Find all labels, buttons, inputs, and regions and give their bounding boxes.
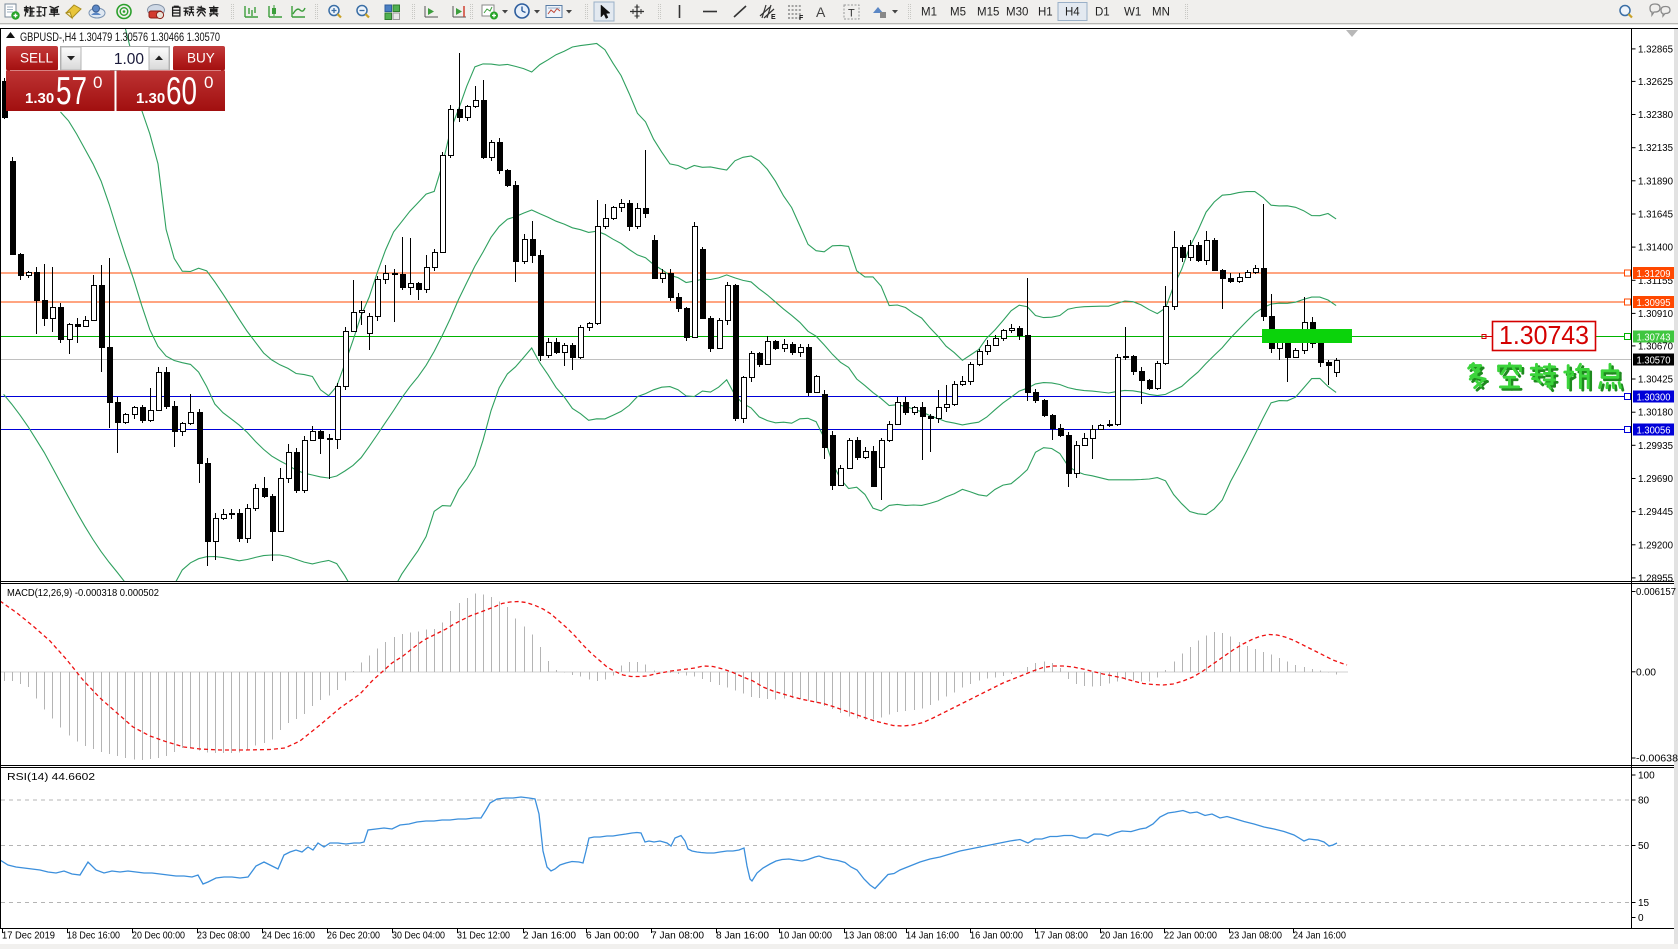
svg-text:SELL: SELL bbox=[20, 51, 54, 66]
svg-text:1.29690: 1.29690 bbox=[1638, 474, 1673, 485]
svg-text:1.30910: 1.30910 bbox=[1638, 309, 1673, 320]
svg-text:23 Jan 08:00: 23 Jan 08:00 bbox=[1229, 930, 1282, 942]
svg-text:1.30: 1.30 bbox=[25, 90, 54, 107]
svg-text:RSI(14) 44.6602: RSI(14) 44.6602 bbox=[7, 771, 95, 783]
svg-text:26 Dec 20:00: 26 Dec 20:00 bbox=[327, 930, 380, 942]
svg-text:M15: M15 bbox=[977, 7, 999, 19]
svg-text:20 Dec 00:00: 20 Dec 00:00 bbox=[132, 930, 185, 942]
svg-text:14 Jan 16:00: 14 Jan 16:00 bbox=[906, 930, 959, 942]
svg-text:0.006157: 0.006157 bbox=[1636, 587, 1676, 598]
svg-text:H1: H1 bbox=[1038, 7, 1053, 19]
svg-text:1.30425: 1.30425 bbox=[1638, 375, 1673, 386]
svg-text:60: 60 bbox=[166, 70, 197, 113]
svg-text:1.30056: 1.30056 bbox=[1637, 425, 1671, 436]
svg-text:15: 15 bbox=[1638, 898, 1650, 909]
svg-text:22 Jan 00:00: 22 Jan 00:00 bbox=[1164, 930, 1217, 942]
svg-text:-0.00638: -0.00638 bbox=[1636, 754, 1678, 765]
svg-text:23 Dec 08:00: 23 Dec 08:00 bbox=[197, 930, 250, 942]
svg-text:1.31155: 1.31155 bbox=[1638, 276, 1673, 287]
svg-text:F: F bbox=[799, 15, 804, 22]
svg-text:MACD(12,26,9) -0.000318 0.0005: MACD(12,26,9) -0.000318 0.000502 bbox=[7, 587, 159, 599]
svg-text:30 Dec 04:00: 30 Dec 04:00 bbox=[392, 930, 445, 942]
svg-text:1.30995: 1.30995 bbox=[1637, 298, 1671, 309]
svg-text:M30: M30 bbox=[1006, 7, 1028, 19]
svg-text:E: E bbox=[771, 14, 776, 21]
svg-text:2 Jan 16:00: 2 Jan 16:00 bbox=[523, 930, 576, 942]
svg-text:A: A bbox=[816, 4, 826, 20]
svg-text:1.29200: 1.29200 bbox=[1638, 540, 1673, 551]
svg-text:1.32135: 1.32135 bbox=[1638, 143, 1673, 154]
svg-text:18 Dec 16:00: 18 Dec 16:00 bbox=[67, 930, 120, 942]
svg-text:7 Jan 08:00: 7 Jan 08:00 bbox=[651, 930, 704, 942]
svg-text:M5: M5 bbox=[950, 7, 966, 19]
svg-text:20 Jan 16:00: 20 Jan 16:00 bbox=[1100, 930, 1153, 942]
svg-text:1.28955: 1.28955 bbox=[1638, 573, 1673, 584]
svg-text:1.30: 1.30 bbox=[136, 90, 165, 107]
svg-text:GBPUSD-,H4 1.30479 1.30576 1.: GBPUSD-,H4 1.30479 1.30576 1.30466 1.305… bbox=[20, 32, 220, 44]
svg-text:1.32865: 1.32865 bbox=[1638, 44, 1673, 55]
svg-text:24 Dec 16:00: 24 Dec 16:00 bbox=[262, 930, 315, 942]
svg-text:1.31209: 1.31209 bbox=[1637, 269, 1671, 280]
svg-text:MN: MN bbox=[1152, 7, 1170, 19]
svg-text:1.30570: 1.30570 bbox=[1637, 355, 1671, 366]
svg-text:10 Jan 00:00: 10 Jan 00:00 bbox=[779, 930, 832, 942]
svg-text:T: T bbox=[848, 8, 855, 20]
svg-text:H4: H4 bbox=[1065, 7, 1080, 19]
svg-text:17 Jan 08:00: 17 Jan 08:00 bbox=[1035, 930, 1088, 942]
svg-text:1.30743: 1.30743 bbox=[1499, 320, 1589, 350]
svg-text:BUY: BUY bbox=[187, 51, 215, 66]
svg-text:16 Jan 00:00: 16 Jan 00:00 bbox=[970, 930, 1023, 942]
svg-text:57: 57 bbox=[56, 70, 87, 113]
svg-text:1.30180: 1.30180 bbox=[1638, 408, 1673, 419]
svg-text:1.31890: 1.31890 bbox=[1638, 176, 1673, 187]
svg-text:0.00: 0.00 bbox=[1636, 667, 1656, 678]
svg-text:1.30300: 1.30300 bbox=[1637, 392, 1671, 403]
svg-text:W1: W1 bbox=[1124, 7, 1141, 19]
svg-text:13 Jan 08:00: 13 Jan 08:00 bbox=[844, 930, 897, 942]
svg-text:1.29445: 1.29445 bbox=[1638, 507, 1673, 518]
svg-text:0: 0 bbox=[1638, 913, 1644, 924]
svg-text:100: 100 bbox=[1638, 771, 1655, 782]
svg-text:24 Jan 16:00: 24 Jan 16:00 bbox=[1293, 930, 1346, 942]
svg-text:1.00: 1.00 bbox=[114, 51, 145, 68]
svg-text:M1: M1 bbox=[921, 7, 937, 19]
svg-text:17 Dec 2019: 17 Dec 2019 bbox=[2, 930, 55, 942]
svg-text:0: 0 bbox=[93, 73, 102, 92]
svg-text:80: 80 bbox=[1638, 796, 1650, 807]
svg-text:1.32625: 1.32625 bbox=[1638, 77, 1673, 88]
svg-text:50: 50 bbox=[1638, 841, 1650, 852]
svg-text:1.30670: 1.30670 bbox=[1638, 341, 1673, 352]
svg-text:31 Dec 12:00: 31 Dec 12:00 bbox=[457, 930, 510, 942]
svg-text:1.32380: 1.32380 bbox=[1638, 110, 1673, 121]
svg-text:1.30743: 1.30743 bbox=[1637, 332, 1671, 343]
svg-text:1.29935: 1.29935 bbox=[1638, 441, 1673, 452]
svg-text:D1: D1 bbox=[1095, 7, 1110, 19]
svg-text:1.31645: 1.31645 bbox=[1638, 210, 1673, 221]
svg-text:1.31400: 1.31400 bbox=[1638, 243, 1673, 254]
svg-text:0: 0 bbox=[204, 73, 213, 92]
svg-text:8 Jan 16:00: 8 Jan 16:00 bbox=[716, 930, 769, 942]
svg-text:6 Jan 00:00: 6 Jan 00:00 bbox=[586, 930, 639, 942]
